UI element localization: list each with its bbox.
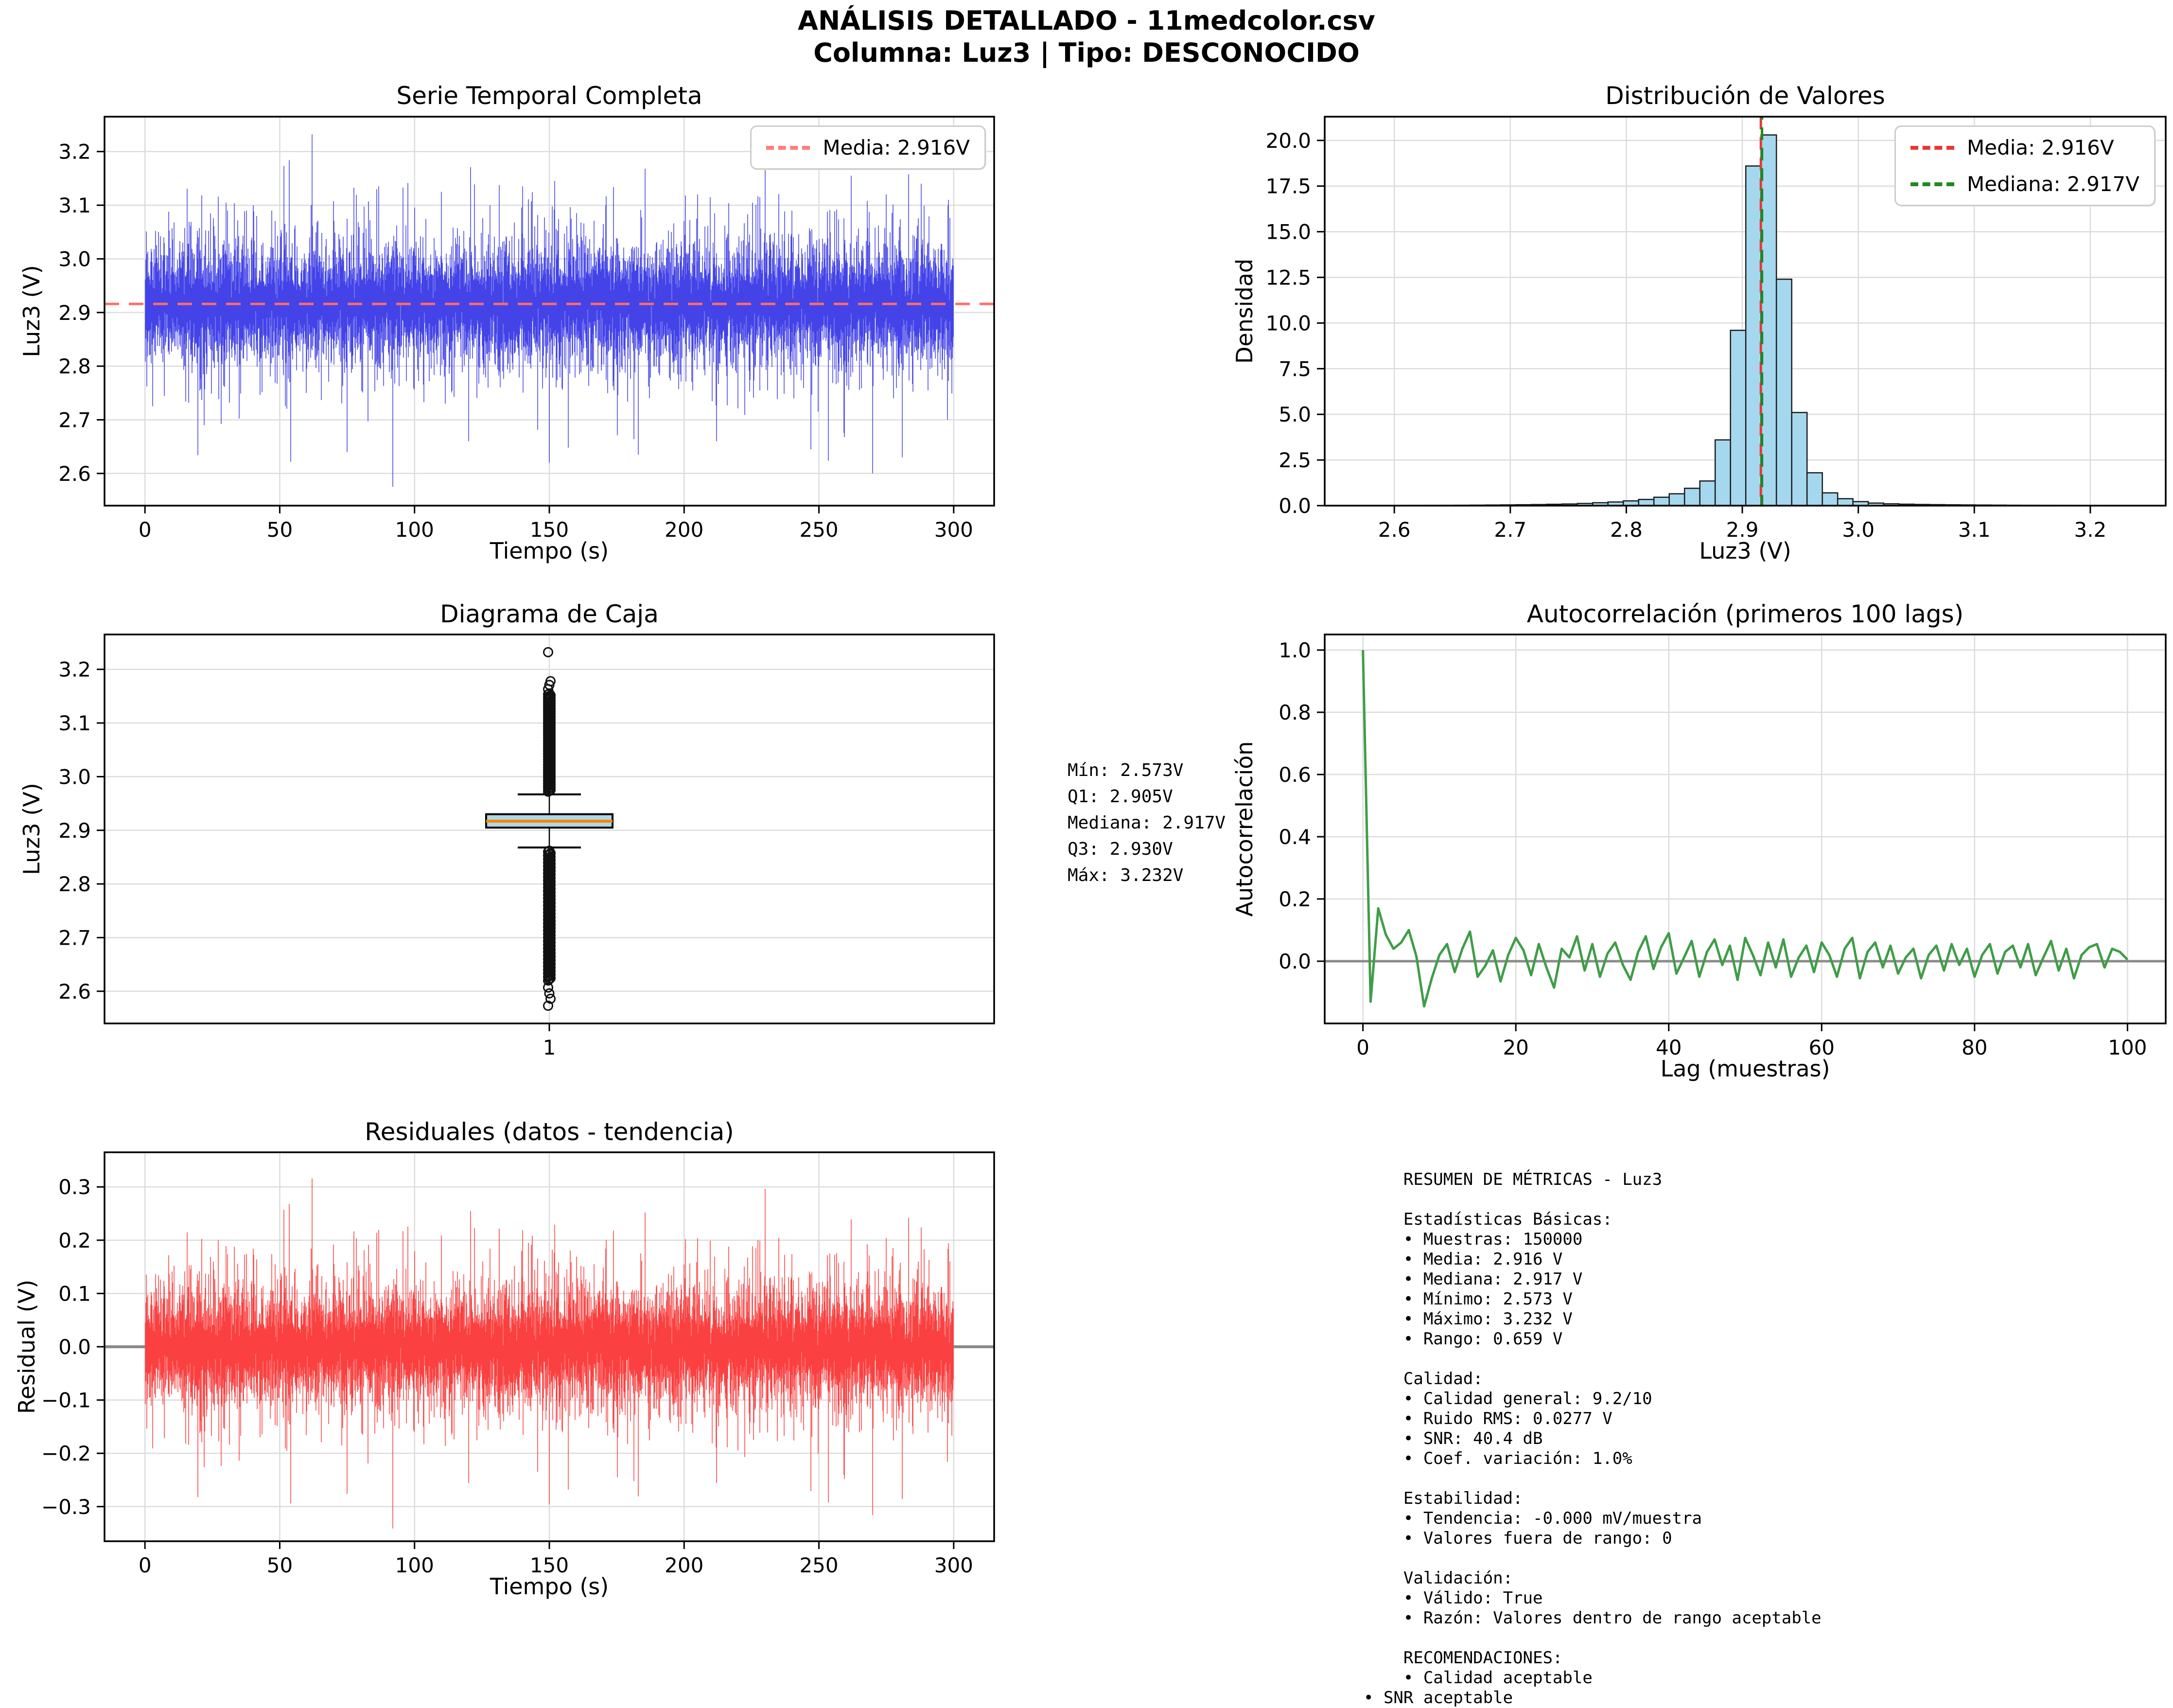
hist-bar — [1654, 497, 1669, 506]
legend-label: Media: 2.916V — [1967, 136, 2114, 159]
y-tick-label: 3.1 — [58, 711, 91, 735]
timeseries-ylabel: Luz3 (V) — [18, 265, 45, 357]
timeseries-legend: Media: 2.916V — [750, 125, 986, 170]
hist-bar — [1838, 499, 1853, 506]
y-tick-label: −0.1 — [41, 1389, 91, 1412]
page-title: ANÁLISIS DETALLADO - 11medcolor.csv — [0, 6, 2173, 36]
autocorr-title: Autocorrelación (primeros 100 lags) — [1325, 600, 2166, 628]
hist-bar — [1700, 481, 1715, 506]
mediana-dashed-line-swatch — [1910, 182, 1954, 186]
hist-bar — [1746, 166, 1761, 506]
hist-bar — [1823, 493, 1838, 506]
timeseries-title: Serie Temporal Completa — [105, 82, 994, 110]
autocorr-ylabel: Autocorrelación — [1231, 741, 1258, 917]
media-dashed-line-swatch — [766, 146, 810, 150]
y-tick-label: 2.7 — [58, 408, 91, 432]
legend-label: Media: 2.916V — [823, 136, 970, 159]
timeseries-xlabel: Tiempo (s) — [105, 538, 994, 564]
hist-bar — [1669, 494, 1684, 506]
y-tick-label: 2.9 — [58, 819, 91, 843]
hist-bar — [1715, 440, 1730, 506]
y-tick-label: 7.5 — [1279, 357, 1311, 381]
y-tick-label: 3.1 — [58, 194, 91, 217]
y-tick-label: 0.0 — [1279, 494, 1311, 518]
y-tick-label: 2.8 — [58, 872, 91, 896]
y-tick-label: 1.0 — [1279, 638, 1311, 662]
legend-label: Mediana: 2.917V — [1967, 172, 2139, 196]
y-tick-label: 0.0 — [58, 1335, 91, 1359]
y-tick-label: 2.6 — [58, 462, 91, 486]
residuals-ylabel: Residual (V) — [14, 1280, 40, 1414]
hist-bar — [1731, 330, 1746, 506]
legend-item-media: Media: 2.916V — [766, 136, 970, 159]
y-tick-label: −0.3 — [41, 1495, 91, 1519]
y-tick-label: 0.2 — [58, 1229, 91, 1252]
y-tick-label: 2.6 — [58, 980, 91, 1004]
y-tick-label: 0.6 — [1279, 763, 1311, 787]
hist-bar — [1807, 473, 1822, 506]
y-tick-label: 2.7 — [58, 926, 91, 950]
page-subtitle: Columna: Luz3 | Tipo: DESCONOCIDO — [0, 38, 2173, 68]
boxplot-ylabel: Luz3 (V) — [18, 783, 45, 875]
legend-item-media: Media: 2.916V — [1910, 136, 2139, 159]
hist-bar — [1792, 412, 1807, 506]
y-tick-label: 15.0 — [1265, 220, 1311, 244]
outlier-point — [544, 648, 553, 656]
hist-bar — [1639, 499, 1654, 506]
y-tick-label: 0.4 — [1279, 825, 1311, 849]
autocorr-xlabel: Lag (muestras) — [1325, 1056, 2166, 1082]
histogram-ylabel: Densidad — [1231, 259, 1258, 364]
boxplot-title: Diagrama de Caja — [105, 600, 994, 628]
y-tick-label: 0.2 — [1279, 887, 1311, 911]
hist-bar — [1684, 488, 1700, 506]
histogram-title: Distribución de Valores — [1325, 82, 2166, 110]
histogram-legend: Media: 2.916V Mediana: 2.917V — [1894, 125, 2155, 206]
x-tick-label: 1 — [543, 1036, 556, 1059]
y-tick-label: 12.5 — [1265, 266, 1311, 290]
y-tick-label: 0.1 — [58, 1282, 91, 1305]
y-tick-label: 3.2 — [58, 658, 91, 682]
y-tick-label: 3.0 — [58, 765, 91, 789]
y-tick-label: 17.5 — [1265, 175, 1311, 198]
y-tick-label: 0.0 — [1279, 950, 1311, 973]
boxplot-plot: 12.62.72.82.93.03.13.2 — [105, 634, 994, 1023]
y-tick-label: 20.0 — [1265, 129, 1311, 153]
y-tick-label: −0.2 — [41, 1442, 91, 1465]
y-tick-label: 2.5 — [1279, 448, 1311, 472]
y-tick-label: 2.9 — [58, 301, 91, 325]
y-tick-label: 2.8 — [58, 354, 91, 378]
y-tick-label: 0.3 — [58, 1175, 91, 1199]
histogram-xlabel: Luz3 (V) — [1325, 538, 2166, 564]
y-tick-label: 10.0 — [1265, 311, 1311, 335]
boxplot-stats-text: Mín: 2.573V Q1: 2.905V Mediana: 2.917V Q… — [1068, 757, 1226, 889]
hist-bar — [1776, 279, 1791, 506]
residuals-xlabel: Tiempo (s) — [105, 1573, 994, 1600]
legend-item-mediana: Mediana: 2.917V — [1910, 172, 2139, 196]
acf-line — [1363, 650, 2128, 1006]
hist-bar — [1761, 135, 1776, 506]
metrics-summary-text: RESUMEN DE MÉTRICAS - Luz3 Estadísticas … — [1364, 1170, 1822, 1708]
y-tick-label: 0.8 — [1279, 701, 1311, 724]
media-dashed-line-swatch — [1910, 146, 1954, 150]
y-tick-label: 5.0 — [1279, 403, 1311, 426]
residuals-title: Residuales (datos - tendencia) — [105, 1118, 994, 1146]
y-tick-label: 3.2 — [58, 140, 91, 164]
y-tick-label: 3.0 — [58, 247, 91, 271]
